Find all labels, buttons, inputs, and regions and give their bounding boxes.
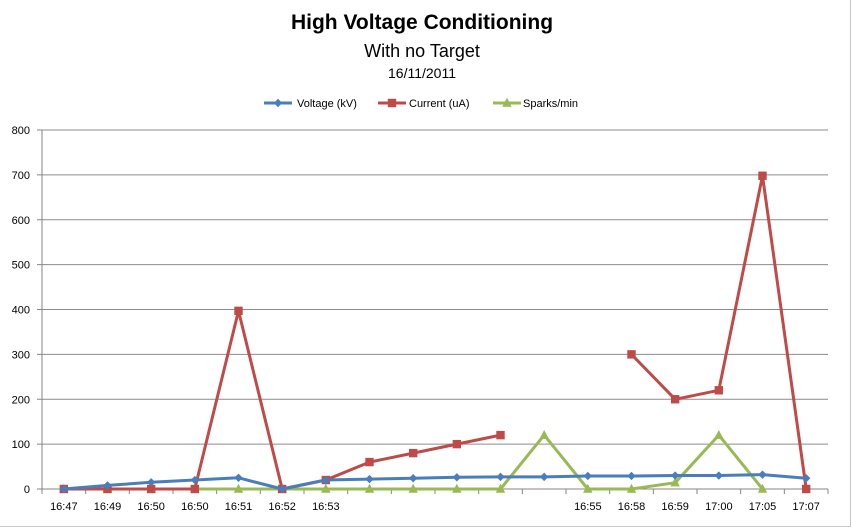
data-point <box>234 306 243 316</box>
data-point <box>146 478 156 487</box>
legend-item: Current (uA) <box>378 98 470 110</box>
data-point <box>103 481 112 490</box>
data-point <box>670 477 680 487</box>
data-point <box>627 471 636 481</box>
x-tick-label: 16:52 <box>268 501 296 513</box>
data-point <box>758 470 767 479</box>
data-point <box>758 171 767 180</box>
data-point <box>583 483 593 493</box>
data-point <box>714 386 724 395</box>
x-tick-label: 17:00 <box>705 501 733 513</box>
x-tick-label: 17:05 <box>749 501 777 513</box>
series-layer <box>59 171 811 494</box>
data-point <box>364 483 375 493</box>
y-tick-label: 800 <box>12 125 30 137</box>
data-point <box>670 471 680 480</box>
data-point <box>59 484 69 494</box>
data-point <box>670 395 680 404</box>
data-point <box>408 474 418 483</box>
data-point <box>408 483 418 493</box>
y-tick-label: 600 <box>12 215 30 227</box>
x-tick-label: 16:59 <box>661 501 689 513</box>
data-point <box>277 484 287 494</box>
data-point <box>233 483 244 493</box>
x-tick-label: 16:53 <box>312 501 340 513</box>
y-tick-label: 400 <box>12 305 30 317</box>
data-point <box>365 474 374 484</box>
x-tick-label: 16:49 <box>94 501 122 513</box>
data-point <box>496 472 505 482</box>
data-point <box>626 483 637 493</box>
data-point <box>757 483 768 493</box>
data-point <box>234 473 243 482</box>
data-point <box>801 484 811 494</box>
data-point <box>714 471 724 480</box>
data-point <box>452 483 462 493</box>
data-point <box>583 471 593 481</box>
data-point <box>146 484 156 494</box>
data-point <box>190 475 200 485</box>
data-point <box>452 473 462 482</box>
y-tick-label: 0 <box>24 484 30 496</box>
legend-marker <box>387 98 397 108</box>
legend-marker <box>502 97 512 107</box>
data-point <box>801 474 811 483</box>
legend-label: Voltage (kV) <box>297 98 357 110</box>
x-tick-label: 17:07 <box>792 501 820 513</box>
chart-title: High Voltage Conditioning <box>291 11 553 34</box>
x-tick-label: 16:51 <box>225 501 253 513</box>
data-point <box>321 475 331 485</box>
y-tick-label: 700 <box>12 170 30 182</box>
y-tick-label: 500 <box>12 260 30 272</box>
legend-label: Sparks/min <box>523 98 578 110</box>
chart-subtitle: With no Target <box>364 41 480 61</box>
data-point <box>714 429 724 439</box>
data-point <box>496 430 505 440</box>
series-line <box>63 473 807 491</box>
data-point <box>190 484 200 494</box>
x-tick-label: 16:58 <box>618 501 646 513</box>
axes: 0 100 200 300 400 500 600 700 800 16:47 16:49 16:50… <box>12 125 829 513</box>
series-2 <box>59 429 768 493</box>
data-point <box>627 350 636 359</box>
series-0 <box>59 470 811 494</box>
chart-date: 16/11/2011 <box>388 65 456 81</box>
legend-marker <box>273 98 283 108</box>
legend-item: Sparks/min <box>493 97 578 110</box>
series-line <box>630 174 808 490</box>
x-tick-label: 16:55 <box>574 501 602 513</box>
data-point <box>452 439 462 449</box>
y-tick-label: 300 <box>12 349 30 361</box>
y-tick-label: 200 <box>12 394 30 406</box>
x-tick-label: 16:50 <box>137 501 165 513</box>
data-point <box>495 483 506 493</box>
gridlines <box>42 129 828 445</box>
legend-item: Voltage (kV) <box>264 98 357 110</box>
x-tick-label: 16:50 <box>181 501 209 513</box>
data-point <box>321 483 331 493</box>
legend-label: Current (uA) <box>409 98 470 110</box>
data-point <box>365 457 374 467</box>
series-line <box>63 309 501 491</box>
legend: Voltage (kV) Current (uA) Sparks/min <box>264 97 578 110</box>
data-point <box>408 448 418 458</box>
x-tick-label: 16:47 <box>50 501 78 513</box>
data-point <box>539 472 549 482</box>
y-tick-label: 100 <box>12 439 30 451</box>
data-point <box>539 429 549 439</box>
